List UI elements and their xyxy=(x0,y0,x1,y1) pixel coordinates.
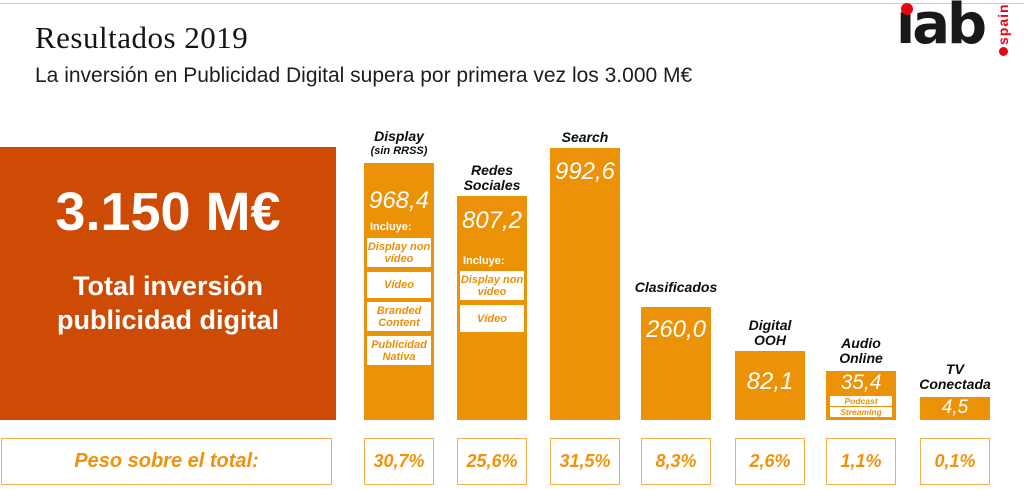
bar-value-search: 992,6 xyxy=(554,158,616,185)
bar-display: 968,4 Incluye: Display non vídeo Vídeo B… xyxy=(364,163,434,420)
bar-label-tv-conectada: TV Conectada xyxy=(919,361,991,392)
bar-digital-ooh: 82,1 xyxy=(735,351,805,420)
share-clasificados: 8,3% xyxy=(641,438,711,485)
top-divider xyxy=(0,3,1024,4)
bar-audio-online: 35,4 Podcast Streaming xyxy=(826,371,896,420)
bar-value-digital-ooh: 82,1 xyxy=(746,368,794,395)
bar-value-display: 968,4 xyxy=(368,187,430,214)
bar-label-audio-online: Audio Online xyxy=(839,335,883,366)
include-item-display-non-video: Display non vídeo xyxy=(460,271,524,300)
bar-label-search: Search xyxy=(561,129,609,145)
bar-label-redes-sociales: Redes Sociales xyxy=(463,162,521,193)
bar-value-tv-conectada: 4,5 xyxy=(941,397,969,418)
includes-title: Incluye: xyxy=(463,255,505,267)
bar-clasificados: 260,0 xyxy=(641,307,711,420)
bar-label-digital-ooh: Digital OOH xyxy=(748,317,792,348)
share-row-label: Peso sobre el total: xyxy=(1,438,332,485)
share-digital-ooh: 2,6% xyxy=(735,438,805,485)
iab-logo-red-dot-icon xyxy=(901,3,913,15)
bar-search: 992,6 xyxy=(550,148,620,420)
bar-value-redes-sociales: 807,2 xyxy=(461,207,523,234)
share-search: 31,5% xyxy=(550,438,620,485)
includes-title: Incluye: xyxy=(370,221,412,233)
include-item-display-non-video: Display non vídeo xyxy=(367,238,431,267)
share-redes-sociales: 25,6% xyxy=(457,438,527,485)
page-subtitle: La inversión en Publicidad Digital super… xyxy=(35,64,693,87)
bar-tv-conectada: 4,5 xyxy=(920,397,990,420)
total-investment-label: Total inversión publicidad digital xyxy=(57,271,279,335)
bar-value-audio-online: 35,4 xyxy=(840,371,882,394)
share-audio-online: 1,1% xyxy=(826,438,896,485)
share-display: 30,7% xyxy=(364,438,434,485)
include-item-streaming: Streaming xyxy=(830,407,892,417)
include-item-publicidad-nativa: Publicidad Nativa xyxy=(367,336,431,365)
page-title: Resultados 2019 xyxy=(35,20,249,55)
bar-label-display: Display (sin RRSS) xyxy=(370,128,428,158)
include-item-podcast: Podcast xyxy=(830,396,892,406)
iab-logo-spain-label: spain xyxy=(995,3,1011,45)
bar-redes-sociales: 807,2 Incluye: Display non vídeo Vídeo xyxy=(457,196,527,420)
iab-logo-spain-dot-icon xyxy=(999,47,1008,56)
include-item-video: Vídeo xyxy=(460,305,524,332)
bar-label-clasificados: Clasificados xyxy=(634,279,718,295)
include-item-branded-content: Branded Content xyxy=(367,302,431,331)
share-tv-conectada: 0,1% xyxy=(920,438,990,485)
total-investment-box: 3.150 M€ Total inversión publicidad digi… xyxy=(0,147,336,420)
include-item-video: Vídeo xyxy=(367,272,431,298)
bar-value-clasificados: 260,0 xyxy=(645,316,707,343)
total-investment-value: 3.150 M€ xyxy=(55,182,281,242)
